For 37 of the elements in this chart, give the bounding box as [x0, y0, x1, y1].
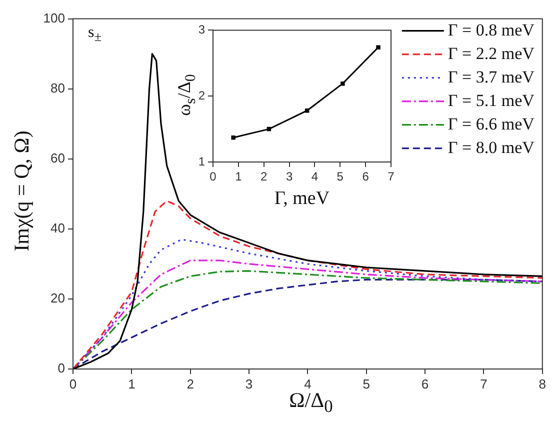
y-tick-label: 1 [198, 154, 206, 168]
x-tick-label: 5 [362, 376, 370, 392]
point [231, 135, 236, 140]
x-tick-label: 3 [286, 170, 293, 184]
x-tick-label: 8 [538, 376, 546, 392]
x-tick-label: 3 [245, 376, 253, 392]
x-tick-label: 4 [311, 170, 318, 184]
legend-label: Γ = 6.6 meV [448, 114, 536, 134]
x-axis-title: Γ, meV [273, 188, 331, 210]
y-tick-label: 20 [50, 290, 65, 306]
x-tick-label: 7 [480, 376, 488, 392]
legend-label: Γ = 2.2 meV [448, 44, 536, 63]
x-tick-label: 0 [69, 376, 77, 392]
y-tick-label: 60 [50, 150, 65, 166]
x-tick-label: 2 [186, 376, 194, 392]
y-axis-title: Imχ(q = Q, Ω) [10, 130, 34, 252]
x-tick-label: 0 [210, 170, 217, 184]
y-tick-label: 100 [43, 10, 65, 26]
legend-label: Γ = 3.7 meV [448, 67, 536, 86]
x-tick-label: 2 [260, 170, 268, 184]
y-tick-label: 40 [50, 220, 65, 236]
x-tick-label: 7 [388, 170, 395, 184]
legend-label: Γ = 0.8 meV [448, 20, 536, 40]
x-tick-label: 5 [336, 170, 344, 184]
y-tick-label: 2 [198, 88, 206, 102]
point [340, 81, 345, 86]
x-tick-label: 1 [235, 170, 242, 184]
point [376, 45, 380, 50]
annotation: s$_{±}$ [88, 24, 102, 46]
legend-label: Γ = 5.1 meV [448, 90, 536, 110]
x-tick-label: 6 [362, 170, 370, 184]
y-tick-label: 0 [58, 360, 65, 376]
legend-label: Γ = 8.0 meV [448, 138, 536, 157]
y-tick-label: 80 [50, 80, 65, 96]
x-tick-label: 6 [421, 376, 429, 392]
y-tick-label: 3 [198, 22, 206, 37]
x-tick-label: 1 [128, 376, 136, 392]
